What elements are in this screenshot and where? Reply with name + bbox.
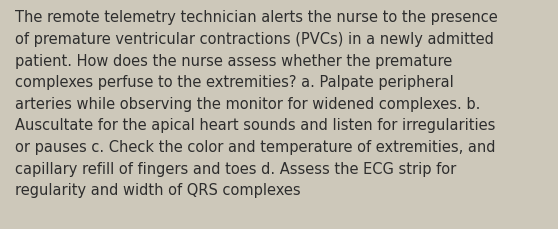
Text: The remote telemetry technician alerts the nurse to the presence
of premature ve: The remote telemetry technician alerts t… [15,10,498,197]
